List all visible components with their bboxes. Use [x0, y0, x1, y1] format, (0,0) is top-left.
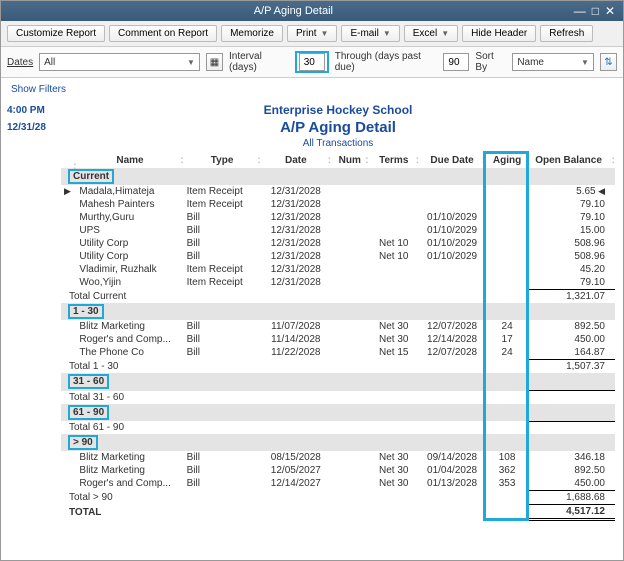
window-title: A/P Aging Detail: [21, 5, 566, 17]
memorize-button[interactable]: Memorize: [221, 25, 283, 42]
customize-report-button[interactable]: Customize Report: [7, 25, 105, 42]
grand-total: TOTAL4,517.12: [61, 505, 615, 520]
table-row[interactable]: UPSBill12/31/202801/10/202915.00: [61, 224, 615, 237]
col-name[interactable]: Name: [76, 153, 183, 168]
table-row[interactable]: Blitz MarketingBill08/15/2028Net 3009/14…: [61, 451, 615, 464]
section-total: Total > 901,688.68: [61, 491, 615, 505]
filter-bar: Dates All▼ ▦ Interval (days) Through (da…: [1, 47, 623, 78]
sortby-label: Sort By: [475, 51, 506, 73]
dates-label: Dates: [7, 57, 33, 68]
table-header-row: Name Type Date Num Terms Due Date Aging …: [61, 153, 615, 168]
hide-header-button[interactable]: Hide Header: [462, 25, 536, 42]
row-pointer-icon: ▶: [64, 186, 71, 196]
report-title: A/P Aging Detail: [61, 119, 615, 136]
table-row[interactable]: Roger's and Comp...Bill12/14/2027Net 300…: [61, 477, 615, 491]
section-header[interactable]: Current: [61, 168, 615, 185]
excel-button[interactable]: Excel▼: [404, 25, 458, 42]
section-total: Total 1 - 301,507.37: [61, 360, 615, 374]
minimize-icon[interactable]: —: [574, 4, 586, 18]
col-num[interactable]: Num: [331, 153, 368, 168]
col-due[interactable]: Due Date: [419, 153, 485, 168]
report-time: 4:00 PM: [7, 105, 55, 116]
section-header[interactable]: 1 - 30: [61, 303, 615, 320]
report-window: A/P Aging Detail — □ ✕ Customize Report …: [0, 0, 624, 561]
report-meta: 4:00 PM 12/31/28: [1, 101, 61, 560]
col-type[interactable]: Type: [184, 153, 261, 168]
sort-order-icon[interactable]: ⇅: [600, 53, 617, 71]
dates-select[interactable]: All▼: [39, 53, 200, 71]
maximize-icon[interactable]: □: [592, 4, 599, 18]
refresh-button[interactable]: Refresh: [540, 25, 593, 42]
col-terms[interactable]: Terms: [368, 153, 419, 168]
report-subtitle: All Transactions: [61, 138, 615, 149]
toolbar: Customize Report Comment on Report Memor…: [1, 21, 623, 47]
table-row[interactable]: Murthy,GuruBill12/31/202801/10/202979.10: [61, 211, 615, 224]
interval-input[interactable]: [299, 53, 325, 71]
table-row[interactable]: Blitz MarketingBill11/07/2028Net 3012/07…: [61, 320, 615, 333]
table-row[interactable]: Roger's and Comp...Bill11/14/2028Net 301…: [61, 333, 615, 346]
through-label: Through (days past due): [335, 51, 438, 73]
table-row[interactable]: Vladimir, RuzhalkItem Receipt12/31/20284…: [61, 263, 615, 276]
col-aging[interactable]: Aging: [485, 153, 529, 168]
section-total: Total 61 - 90: [61, 421, 615, 434]
email-button[interactable]: E-mail▼: [341, 25, 399, 42]
section-header[interactable]: 61 - 90: [61, 404, 615, 422]
titlebar: A/P Aging Detail — □ ✕: [1, 1, 623, 21]
table-row[interactable]: Utility CorpBill12/31/2028Net 1001/10/20…: [61, 250, 615, 263]
print-button[interactable]: Print▼: [287, 25, 337, 42]
table-row[interactable]: Utility CorpBill12/31/2028Net 1001/10/20…: [61, 237, 615, 250]
comment-on-report-button[interactable]: Comment on Report: [109, 25, 217, 42]
report-header: Enterprise Hockey School A/P Aging Detai…: [61, 101, 615, 153]
section-total: Total Current1,321.07: [61, 290, 615, 304]
close-icon[interactable]: ✕: [605, 4, 615, 18]
report-table: Name Type Date Num Terms Due Date Aging …: [61, 153, 615, 521]
table-row[interactable]: Blitz MarketingBill12/05/2027Net 3001/04…: [61, 464, 615, 477]
report-date: 12/31/28: [7, 122, 55, 133]
sortby-select[interactable]: Name▼: [512, 53, 594, 71]
through-input[interactable]: [443, 53, 469, 71]
section-header[interactable]: > 90: [61, 434, 615, 451]
col-date[interactable]: Date: [261, 153, 331, 168]
section-total: Total 31 - 60: [61, 391, 615, 404]
calendar-icon[interactable]: ▦: [206, 53, 223, 71]
show-filters-link[interactable]: Show Filters: [11, 84, 66, 95]
org-name: Enterprise Hockey School: [61, 103, 615, 117]
col-bal[interactable]: Open Balance: [529, 153, 615, 168]
interval-label: Interval (days): [229, 51, 289, 73]
section-header[interactable]: 31 - 60: [61, 373, 615, 391]
table-row[interactable]: Woo,YijinItem Receipt12/31/202879.10: [61, 276, 615, 290]
table-row[interactable]: ▶Madala,HimatejaItem Receipt12/31/20285.…: [61, 185, 615, 198]
table-row[interactable]: The Phone CoBill11/22/2028Net 1512/07/20…: [61, 346, 615, 360]
table-row[interactable]: Mahesh PaintersItem Receipt12/31/202879.…: [61, 198, 615, 211]
